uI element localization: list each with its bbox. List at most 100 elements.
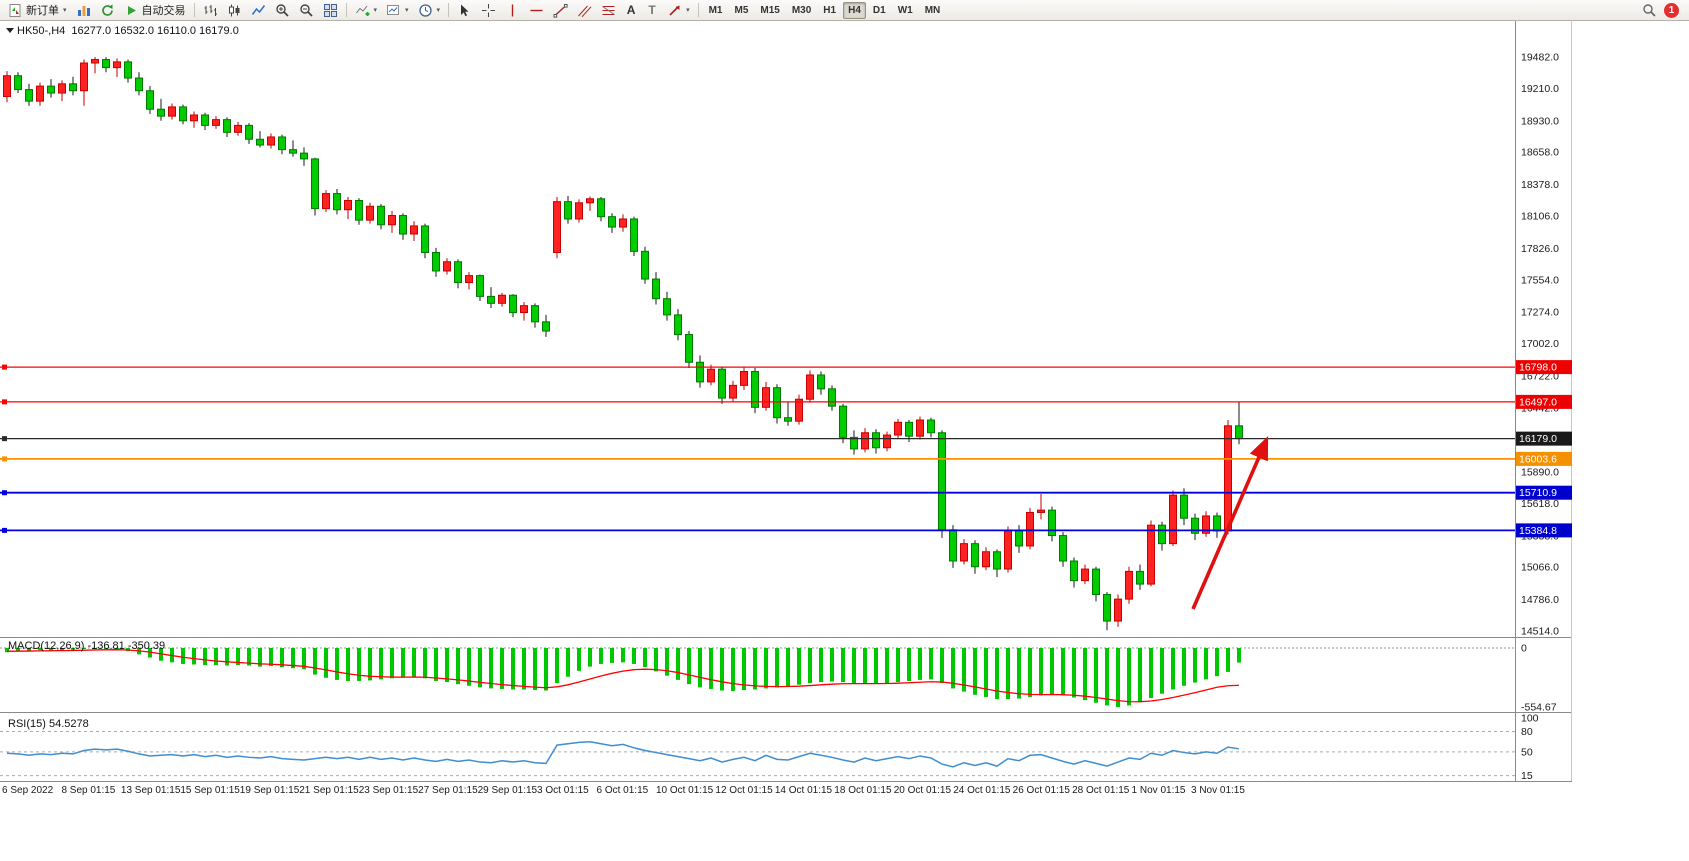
svg-text:14514.0: 14514.0 [1521, 626, 1559, 638]
timeframe-m30-button[interactable]: M30 [791, 4, 812, 16]
candlestick-chart-type-button[interactable] [223, 1, 246, 19]
fibonacci-icon [602, 5, 615, 15]
svg-text:3 Nov 01:15: 3 Nov 01:15 [1191, 785, 1245, 796]
toolbar-separator [345, 3, 347, 17]
new-order-icon [9, 3, 21, 17]
new-chart-button[interactable]: ▾ [382, 1, 413, 19]
price-badge-16798.0 [1516, 360, 1572, 375]
timeframe-h1-button[interactable]: H1 [823, 4, 837, 16]
market-watch-icon [77, 5, 90, 16]
hline-handle [2, 490, 7, 496]
symbol-ohlc-header: HK50-,H4 16277.0 16532.0 16110.0 16179.0 [17, 25, 239, 37]
tile-windows-button[interactable] [319, 1, 342, 19]
svg-text:24 Oct 01:15: 24 Oct 01:15 [953, 785, 1011, 796]
indicators-icon [355, 5, 370, 16]
svg-text:8 Sep 01:15: 8 Sep 01:15 [61, 785, 115, 796]
toolbar-separator [193, 3, 195, 17]
timeframe-m1-button[interactable]: M1 [708, 4, 723, 16]
timeframe-h4-button[interactable]: H4 [843, 1, 866, 19]
horizontal-line-tool-button[interactable] [525, 1, 548, 19]
svg-text:16798.0: 16798.0 [1519, 362, 1557, 374]
indicators-button[interactable]: ▾ [351, 1, 382, 19]
rsi-line [6, 740, 1240, 768]
collapse-chart-icon[interactable] [6, 28, 14, 33]
period-clock-icon [418, 3, 432, 17]
svg-text:12 Oct 01:15: 12 Oct 01:15 [715, 785, 773, 796]
svg-text:15710.9: 15710.9 [1519, 487, 1557, 499]
svg-text:21 Sep 01:15: 21 Sep 01:15 [299, 785, 359, 796]
macd-header: MACD(12,26,9) -136.81 -350.39 [8, 640, 166, 652]
svg-text:10 Oct 01:15: 10 Oct 01:15 [656, 785, 714, 796]
line-chart-icon [251, 4, 265, 15]
svg-text:6 Oct 01:15: 6 Oct 01:15 [597, 785, 649, 796]
arrows-tool-button[interactable]: ▾ [663, 1, 694, 19]
svg-text:13 Sep 01:15: 13 Sep 01:15 [121, 785, 181, 796]
cursor-tool-button[interactable] [453, 1, 476, 19]
chart-canvas[interactable]: 19482.0 19210.0 18930.0 18658.0 18378.0 18106… [0, 21, 1689, 861]
zoom-in-button[interactable] [271, 1, 294, 19]
price-badge-16003.6 [1516, 451, 1572, 466]
new-chart-icon [387, 4, 400, 15]
arrow-tool-icon [669, 5, 680, 16]
price-badge-16497.0 [1516, 394, 1572, 409]
hline-handle [2, 456, 7, 462]
macd-signal-line [7, 649, 1240, 703]
new-order-label: 新订单 [26, 5, 59, 17]
svg-text:28 Oct 01:15: 28 Oct 01:15 [1072, 785, 1130, 796]
market-watch-button[interactable] [72, 1, 95, 19]
auto-trading-label: 自动交易 [141, 5, 186, 17]
svg-text:1 Nov 01:15: 1 Nov 01:15 [1132, 785, 1186, 796]
timeframe-d1-button[interactable]: D1 [872, 4, 886, 16]
svg-text:18 Oct 01:15: 18 Oct 01:15 [834, 785, 892, 796]
hline-handle [2, 527, 7, 533]
svg-text:50: 50 [1521, 746, 1533, 758]
channel-icon [578, 5, 592, 17]
svg-text:14 Oct 01:15: 14 Oct 01:15 [775, 785, 833, 796]
new-order-button[interactable]: 新订单 ▾ [4, 1, 71, 19]
candlesticks [3, 57, 1243, 631]
svg-text:17274.0: 17274.0 [1521, 307, 1559, 319]
timeframe-m15-button[interactable]: M15 [760, 4, 780, 16]
svg-text:15618.0: 15618.0 [1521, 498, 1559, 510]
svg-text:15066.0: 15066.0 [1521, 562, 1559, 574]
svg-text:16003.6: 16003.6 [1519, 453, 1557, 465]
svg-text:29 Sep 01:15: 29 Sep 01:15 [478, 785, 538, 796]
timeframe-group: M1 M5 M15 M30 H1 H4 D1 W1 MN [703, 1, 947, 19]
search-button[interactable] [1638, 1, 1661, 19]
candlestick-chart-icon [228, 4, 240, 16]
toolbar: 新订单 ▾ 自动交易 [0, 0, 1689, 21]
crosshair-icon [482, 3, 496, 17]
svg-text:18658.0: 18658.0 [1521, 147, 1559, 159]
vertical-line-tool-button[interactable] [501, 1, 524, 19]
trend-arrow-annotation[interactable] [1191, 436, 1269, 610]
zoom-out-button[interactable] [295, 1, 318, 19]
line-chart-type-button[interactable] [247, 1, 270, 19]
timeframe-w1-button[interactable]: W1 [897, 4, 913, 16]
auto-trading-button[interactable]: 自动交易 [120, 1, 190, 19]
price-badge-15710.9 [1516, 485, 1572, 500]
text-tool-button[interactable]: A [621, 1, 641, 19]
fibonacci-tool-button[interactable] [597, 1, 620, 19]
crosshair-tool-button[interactable] [477, 1, 500, 19]
bar-chart-icon [204, 4, 217, 16]
trendline-tool-button[interactable] [549, 1, 572, 19]
bar-chart-type-button[interactable] [199, 1, 222, 19]
timeframe-m5-button[interactable]: M5 [734, 4, 749, 16]
autotrade-play-icon [127, 5, 136, 15]
panel-separators [0, 21, 1572, 782]
macd-histogram [5, 648, 1241, 707]
chevron-down-icon: ▾ [436, 7, 441, 14]
notification-badge[interactable]: 1 [1664, 2, 1679, 18]
label-tool-button[interactable]: T [642, 1, 662, 19]
svg-text:23 Sep 01:15: 23 Sep 01:15 [359, 785, 419, 796]
svg-text:27 Sep 01:15: 27 Sep 01:15 [418, 785, 478, 796]
period-button[interactable]: ▾ [414, 1, 445, 19]
channel-tool-button[interactable] [573, 1, 596, 19]
svg-text:3 Oct 01:15: 3 Oct 01:15 [537, 785, 589, 796]
svg-text:0: 0 [1521, 643, 1527, 655]
svg-text:-554.67: -554.67 [1521, 702, 1557, 714]
timeframe-mn-button[interactable]: MN [924, 4, 941, 16]
refresh-button[interactable] [96, 1, 119, 19]
svg-text:15 Sep 01:15: 15 Sep 01:15 [180, 785, 240, 796]
svg-text:17554.0: 17554.0 [1521, 274, 1559, 286]
